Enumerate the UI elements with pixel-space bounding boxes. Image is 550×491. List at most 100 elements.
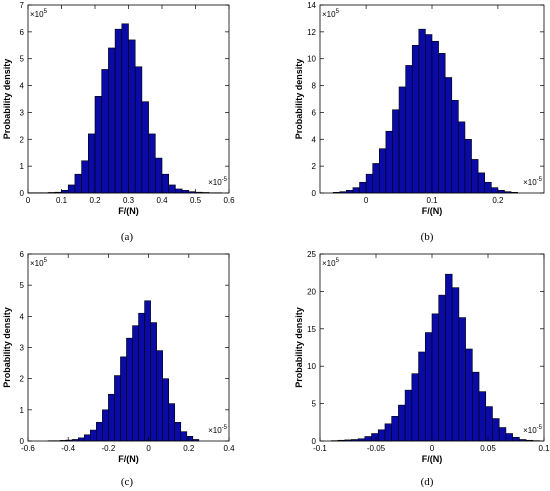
histogram-bar: [346, 190, 354, 194]
y-tick-label: 0: [312, 437, 317, 446]
histogram-bar: [431, 40, 439, 194]
x-tick-label: 0.2: [183, 444, 195, 453]
y-multiplier-exponent: 5: [44, 9, 48, 15]
y-tick-label: 1: [20, 406, 25, 415]
x-tick-label: -0.1: [313, 444, 327, 453]
x-axis-label: F/(N): [422, 206, 443, 216]
histogram-bar: [180, 431, 188, 442]
histogram-bar: [61, 190, 69, 194]
histogram-bar: [144, 300, 151, 442]
histogram-bar: [411, 44, 420, 194]
histogram-bar: [83, 434, 91, 442]
histogram-bar: [96, 421, 103, 442]
x-multiplier-exponent: -5: [537, 177, 543, 183]
y-axis-label: Probability density: [294, 59, 304, 140]
x-tick-label: 0.6: [223, 196, 235, 205]
histogram-bar: [404, 389, 413, 442]
x-tick-label: -0.6: [21, 444, 35, 453]
y-tick-label: 8: [312, 82, 317, 91]
x-multiplier-base: ×10: [523, 178, 537, 187]
chart-panel-d: -0.1 -0.05 0 0.05 0.10510152025×105×10-5F/(N…: [294, 250, 550, 488]
y-tick-label: 6: [312, 108, 317, 117]
y-multiplier-base: ×10: [30, 10, 44, 19]
y-tick-label: 20: [307, 287, 316, 296]
x-tick-label: -0.05: [367, 444, 386, 453]
histogram-bar: [138, 312, 145, 442]
histogram-bar: [411, 373, 419, 442]
histogram-bar: [128, 39, 136, 194]
histogram-bar: [155, 157, 163, 194]
histogram-bar: [114, 375, 121, 442]
histogram-bar: [497, 190, 505, 194]
histogram-bar: [384, 423, 392, 442]
histogram-bar: [512, 436, 520, 442]
x-tick-label: 0.4: [156, 196, 168, 205]
histogram-bar: [74, 173, 82, 194]
histogram-bar: [445, 273, 453, 442]
y-tick-label: 3: [20, 108, 25, 117]
x-tick-label: 0.1: [426, 196, 438, 205]
histogram-bar: [175, 188, 183, 194]
histogram-bar: [431, 313, 440, 442]
histogram-bar: [505, 433, 513, 442]
panel-caption: (d): [421, 476, 434, 488]
y-tick-label: 5: [20, 55, 25, 64]
y-multiplier-exponent: 5: [336, 258, 340, 264]
histogram-bar: [464, 138, 472, 194]
histogram-bar: [77, 437, 85, 442]
histogram-bar: [405, 65, 413, 194]
histogram-bar: [378, 148, 387, 194]
x-multiplier-base: ×10: [208, 426, 222, 435]
panel-caption: (b): [421, 231, 434, 243]
x-tick-label: 0: [26, 196, 31, 205]
x-tick-label: 0.3: [123, 196, 135, 205]
histogram-bar: [67, 184, 76, 194]
histogram-bar: [174, 421, 182, 442]
histogram-bar: [371, 433, 379, 442]
x-multiplier-exponent: -5: [222, 177, 228, 183]
histogram-bar: [438, 294, 446, 442]
histogram-bar: [352, 187, 360, 194]
y-tick-label: 4: [20, 82, 25, 91]
x-axis-multiplier: ×10-5: [208, 425, 228, 435]
y-tick-label: 14: [307, 1, 316, 10]
histogram-bar: [385, 130, 393, 194]
histogram-bar: [418, 28, 426, 194]
histogram-bar: [134, 66, 143, 194]
y-axis-multiplier: ×105: [30, 9, 48, 19]
x-tick-label: 0.2: [89, 196, 101, 205]
histogram-bar: [478, 391, 487, 442]
histogram-bar: [365, 173, 374, 194]
histogram-bar: [114, 28, 123, 194]
histogram-bar: [120, 356, 127, 442]
histogram-bar: [398, 404, 406, 442]
y-tick-label: 5: [20, 281, 25, 290]
y-tick-label: 0: [20, 437, 25, 446]
y-multiplier-base: ×10: [322, 259, 336, 268]
histogram-bar: [490, 187, 499, 194]
histogram-bar: [94, 96, 102, 194]
x-multiplier-base: ×10: [523, 426, 537, 435]
histogram-bar: [492, 418, 500, 442]
y-axis-multiplier: ×105: [30, 258, 48, 268]
x-tick-label: -0.4: [61, 444, 75, 453]
histogram-bar: [477, 172, 486, 194]
x-tick-label: 0.1: [538, 444, 550, 453]
histogram-bar: [391, 416, 399, 442]
panel-caption: (a): [121, 231, 134, 243]
chart-panel-c: -0.6 -0.4 -0.2 0 0.2 0.40123456×105×10-5F/(N)…: [2, 250, 235, 488]
y-tick-label: 12: [307, 28, 316, 37]
x-tick-label: 0.2: [492, 196, 504, 205]
panel-caption: (c): [121, 476, 134, 488]
histogram-bar: [392, 109, 400, 194]
histogram-bar: [425, 34, 433, 194]
histogram-bar: [372, 163, 380, 194]
histogram-bar: [359, 181, 367, 194]
histogram-bar: [498, 427, 507, 442]
histogram-bar: [81, 160, 89, 194]
histogram-bar: [444, 77, 453, 194]
histogram-bar: [88, 133, 96, 194]
y-multiplier-exponent: 5: [44, 258, 48, 264]
y-axis-multiplier: ×105: [322, 9, 340, 19]
